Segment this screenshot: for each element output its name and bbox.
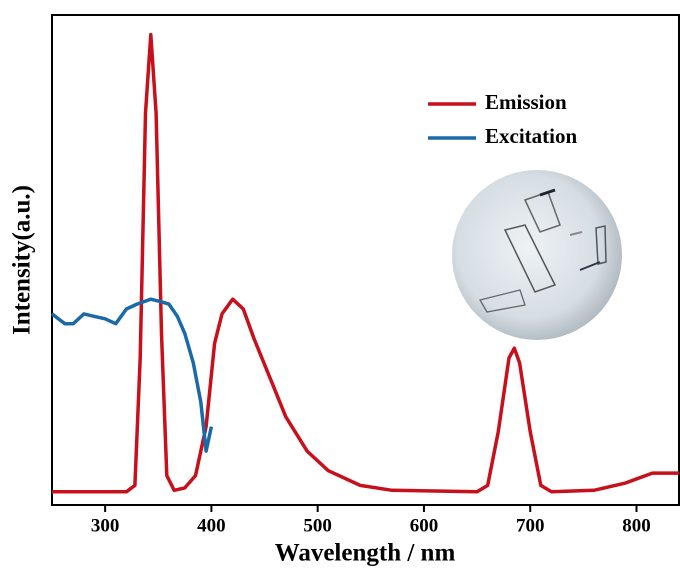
x-tick-label: 400: [197, 515, 226, 536]
y-axis-label: Intensity(a.u.): [9, 185, 36, 335]
plot-frame: [51, 14, 680, 506]
x-tick-label: 600: [410, 515, 439, 536]
series-line: [52, 32, 679, 494]
legend-label: Excitation: [485, 124, 577, 148]
x-tick-label: 700: [516, 515, 545, 536]
series-line: [50, 297, 214, 453]
legend-label: Emission: [485, 90, 567, 114]
x-tick-label: 800: [622, 515, 651, 536]
x-axis-label: Wavelength / nm: [275, 540, 456, 567]
inset-photo: [452, 170, 622, 340]
x-tick-label: 500: [303, 515, 332, 536]
x-tick-label: 300: [91, 515, 120, 536]
